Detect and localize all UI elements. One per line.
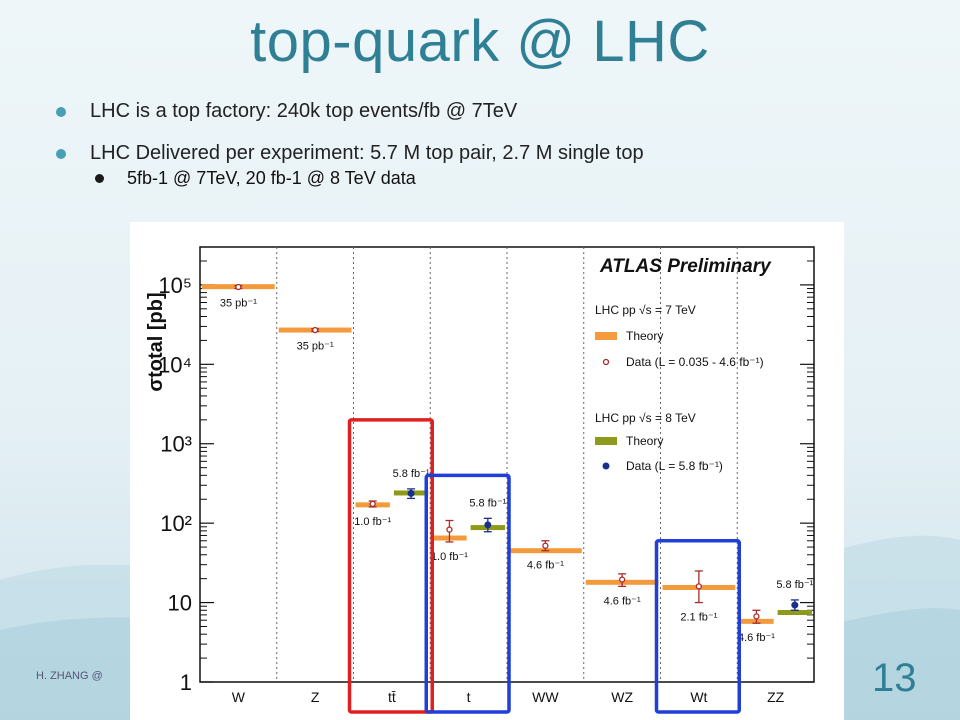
luminosity-label: 1.0 fb⁻¹ xyxy=(431,551,468,563)
legend-7tev-header: LHC pp √s = 7 TeV xyxy=(595,303,696,317)
luminosity-label: 1.0 fb⁻¹ xyxy=(354,516,391,528)
luminosity-label: 35 pb⁻¹ xyxy=(297,340,334,352)
data-7tev-point xyxy=(753,613,760,620)
data-8tev-point xyxy=(484,521,492,529)
data-7tev-point xyxy=(446,526,453,533)
sub-bullet-item: 5fb-1 @ 7TeV, 20 fb-1 @ 8 TeV data xyxy=(52,168,932,194)
y-tick-label: 10 xyxy=(168,591,192,616)
luminosity-label: 4.6 fb⁻¹ xyxy=(738,632,775,644)
x-category-label: t xyxy=(467,689,471,705)
data-7tev-point xyxy=(618,576,626,583)
bullet-text: LHC Delivered per experiment: 5.7 M top … xyxy=(90,142,644,164)
highlight-box-red xyxy=(347,418,434,714)
x-category-label: ZZ xyxy=(767,689,785,705)
legend-data-8tev-marker xyxy=(602,462,610,470)
bullet-list: LHC is a top factory: 240k top events/fb… xyxy=(52,100,932,194)
highlight-box-blue xyxy=(424,473,511,714)
x-category-label: tt̄ xyxy=(388,689,396,705)
legend-theory-7tev-label: Theory xyxy=(626,329,663,343)
legend-title: ATLAS Preliminary xyxy=(599,256,772,277)
y-axis-label: σtotal [pb] xyxy=(145,292,167,391)
slide-title: top-quark @ LHC xyxy=(250,9,710,74)
x-category-label: W xyxy=(232,689,246,705)
bullet-item: LHC Delivered per experiment: 5.7 M top … xyxy=(52,142,932,170)
page-number: 13 xyxy=(872,656,917,700)
y-tick-label: 10⁴ xyxy=(158,352,192,377)
y-tick-label: 10³ xyxy=(160,432,192,457)
legend-theory-7tev-swatch xyxy=(595,332,617,340)
y-tick-label: 10² xyxy=(160,511,192,536)
legend-8tev-header: LHC pp √s = 8 TeV xyxy=(595,411,696,425)
y-tick-label: 10⁵ xyxy=(158,273,192,298)
bullet-dot-icon xyxy=(56,107,66,117)
data-7tev-point xyxy=(369,500,376,508)
x-category-label: WZ xyxy=(611,689,633,705)
bullet-dot-icon xyxy=(56,149,66,159)
luminosity-label: 5.8 fb⁻¹ xyxy=(393,468,430,480)
legend-theory-8tev-label: Theory xyxy=(626,434,663,448)
legend-data-7tev-label: Data (L = 0.035 - 4.6 fb⁻¹) xyxy=(626,355,764,369)
bullet-item: LHC is a top factory: 240k top events/fb… xyxy=(52,100,932,128)
data-8tev-point xyxy=(407,489,415,497)
sub-bullet-dot-icon xyxy=(95,174,104,183)
luminosity-label: 4.6 fb⁻¹ xyxy=(604,595,641,607)
luminosity-label: 2.1 fb⁻¹ xyxy=(680,612,717,624)
legend-data-8tev-label: Data (L = 5.8 fb⁻¹) xyxy=(626,459,723,473)
y-tick-label: 1 xyxy=(180,670,192,695)
legend-data-7tev-marker xyxy=(602,358,610,366)
sub-bullet-text: 5fb-1 @ 7TeV, 20 fb-1 @ 8 TeV data xyxy=(127,168,416,188)
highlight-box-blue xyxy=(654,539,741,714)
theory-8tev-bar xyxy=(777,610,812,616)
legend-theory-8tev-swatch xyxy=(595,437,617,445)
luminosity-label: 5.8 fb⁻¹ xyxy=(469,497,506,509)
luminosity-label: 35 pb⁻¹ xyxy=(220,298,257,310)
data-7tev-point xyxy=(311,326,319,334)
x-category-label: WW xyxy=(532,689,559,705)
data-7tev-point xyxy=(542,542,549,549)
bullet-text: LHC is a top factory: 240k top events/fb… xyxy=(90,100,518,122)
luminosity-label: 5.8 fb⁻¹ xyxy=(776,579,813,591)
footer-text: H. ZHANG @ xyxy=(36,670,103,682)
data-8tev-point xyxy=(791,601,799,609)
data-7tev-point xyxy=(235,283,242,291)
data-7tev-point xyxy=(695,583,703,590)
x-category-label: Z xyxy=(311,689,320,705)
x-category-label: Wt xyxy=(690,689,707,705)
luminosity-label: 4.6 fb⁻¹ xyxy=(527,560,564,572)
